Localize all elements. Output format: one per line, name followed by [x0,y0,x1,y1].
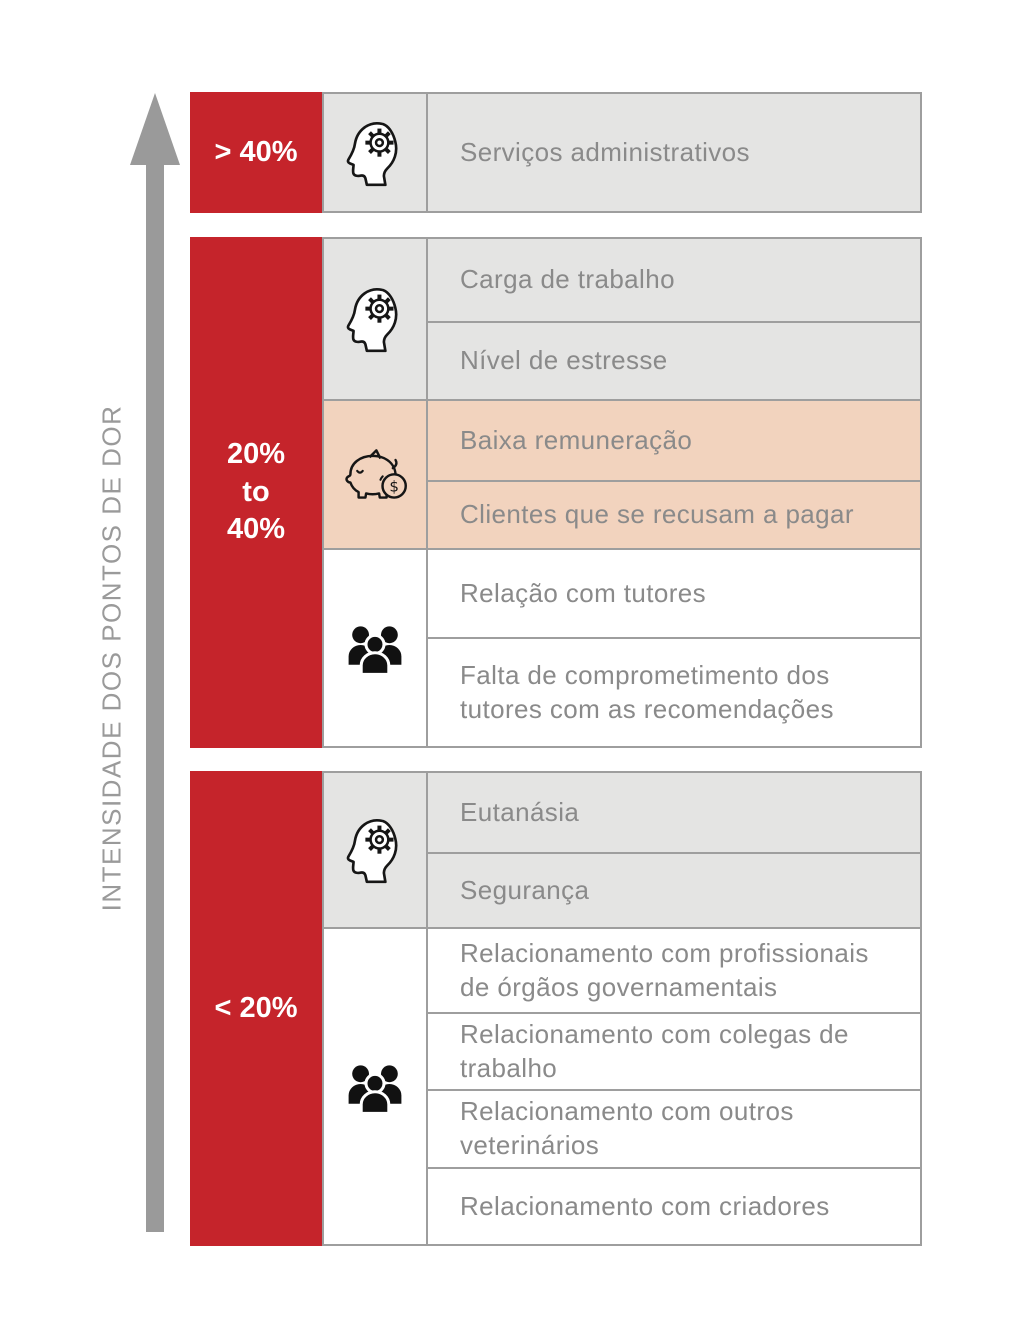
pain-point-row: Falta de comprometimento dos tutores com… [428,637,920,746]
pain-point-row: Baixa remuneração [428,401,920,480]
pain-point-row: Relacionamento com colegas de trabalho [428,1012,920,1089]
pain-point-row: Carga de trabalho [428,239,920,321]
section-20-40: 20% to 40% [190,237,922,748]
axis-label: INTENSIDADE DOS PONTOS DE DOR [96,404,127,912]
range-badge: < 20% [190,771,322,1246]
range-badge: > 40% [190,92,322,213]
pain-point-row: Clientes que se recusam a pagar [428,480,920,548]
range-badge: 20% to 40% [190,237,322,748]
pain-point-row: Nível de estresse [428,321,920,399]
pain-point-row: Serviços administrativos [428,94,920,211]
section-over-40: > 40% [190,92,922,213]
pain-point-row: Relacionamento com profissionais de órgã… [428,929,920,1012]
head-gear-icon [324,773,428,927]
arrow-up-icon [130,93,180,165]
head-gear-icon [324,94,428,211]
pain-point-row: Relação com tutores [428,550,920,637]
piggy-bank-icon: $ [324,401,428,548]
arrow-shaft [146,158,164,1232]
head-gear-icon [324,239,428,399]
people-icon [324,550,428,746]
svg-text:$: $ [389,477,399,495]
pain-point-row: Segurança [428,852,920,927]
pain-point-row: Eutanásia [428,773,920,852]
intensity-matrix: > 40% [190,92,922,1246]
section-under-20: < 20% [190,771,922,1246]
pain-point-row: Relacionamento com outros veterinários [428,1089,920,1167]
people-icon [324,929,428,1244]
pain-point-row: Relacionamento com criadores [428,1167,920,1244]
